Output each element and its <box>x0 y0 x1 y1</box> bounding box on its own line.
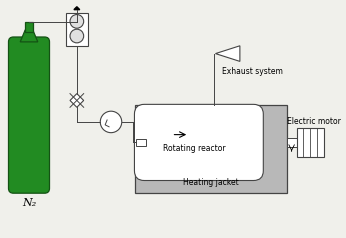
Bar <box>135 105 287 193</box>
Polygon shape <box>70 94 84 107</box>
Bar <box>66 13 88 46</box>
Polygon shape <box>74 7 80 10</box>
Circle shape <box>100 111 122 133</box>
Bar <box>287 138 297 147</box>
FancyBboxPatch shape <box>135 104 263 180</box>
Bar <box>25 22 33 32</box>
Polygon shape <box>216 46 240 61</box>
Bar <box>136 139 146 146</box>
Bar <box>297 128 324 157</box>
Circle shape <box>70 29 84 43</box>
Text: Exhaust system: Exhaust system <box>222 67 283 76</box>
Polygon shape <box>20 30 38 42</box>
FancyBboxPatch shape <box>9 37 49 193</box>
Text: N₂: N₂ <box>22 198 36 208</box>
Circle shape <box>70 15 84 28</box>
Text: Electric motor: Electric motor <box>287 117 341 126</box>
Text: Heating jacket: Heating jacket <box>183 178 239 187</box>
Text: Rotating reactor: Rotating reactor <box>163 144 225 153</box>
